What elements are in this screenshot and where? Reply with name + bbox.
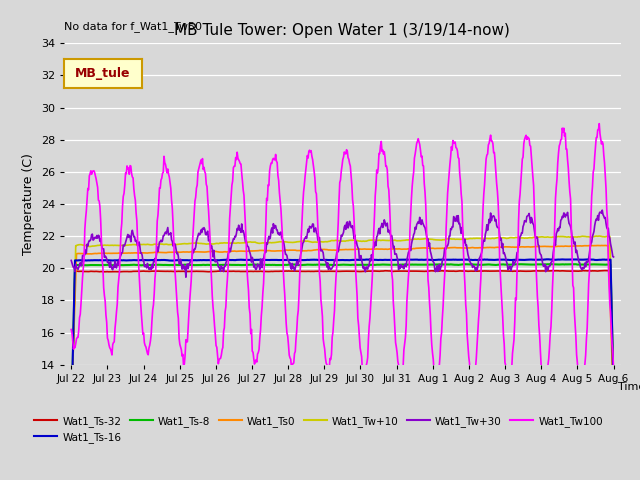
Title: MB Tule Tower: Open Water 1 (3/19/14-now): MB Tule Tower: Open Water 1 (3/19/14-now…	[175, 23, 510, 38]
Text: No data for f_Wat1_Tw50: No data for f_Wat1_Tw50	[64, 21, 202, 32]
Legend: Wat1_Ts-32, Wat1_Ts-16, Wat1_Ts-8, Wat1_Ts0, Wat1_Tw+10, Wat1_Tw+30, Wat1_Tw100: Wat1_Ts-32, Wat1_Ts-16, Wat1_Ts-8, Wat1_…	[30, 412, 607, 447]
X-axis label: Time: Time	[618, 383, 640, 393]
Y-axis label: Temperature (C): Temperature (C)	[22, 153, 35, 255]
